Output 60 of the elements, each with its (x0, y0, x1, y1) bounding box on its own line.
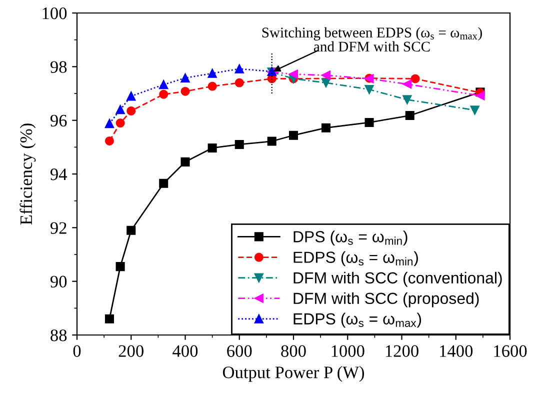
point (288, 70, 298, 79)
legend-label: DPS (ω$_{s}$ = ω$_{min}$) (294, 230, 408, 246)
point (104, 119, 114, 128)
point (364, 118, 374, 127)
y-tick-label: 92 (50, 222, 66, 234)
point (208, 82, 217, 91)
legend-label: DFM with SCC (conventional) (294, 272, 502, 287)
point (180, 86, 190, 96)
point (234, 64, 244, 74)
point (410, 74, 420, 84)
point (402, 80, 412, 89)
point (267, 136, 276, 146)
point (470, 106, 480, 115)
point (159, 178, 168, 188)
y-tick-label: 94 (50, 168, 68, 180)
annotation: Switching between EDPS (ω$_{s}$ = ω$_{max}$) (262, 27, 482, 40)
x-tick-label: 1200 (386, 345, 418, 357)
point (321, 78, 330, 88)
x-tick-label: 200 (118, 345, 144, 357)
point (476, 91, 485, 100)
point (321, 70, 330, 80)
point (288, 130, 298, 140)
point (104, 314, 114, 324)
point (364, 84, 374, 94)
point (234, 78, 244, 88)
point (180, 157, 190, 166)
y-tick-label: 100 (42, 7, 67, 20)
y-axis-title: Efficiency (%) (20, 124, 36, 225)
point (104, 136, 114, 146)
point (126, 92, 136, 101)
legend-label: DFM with SCC (proposed) (294, 292, 479, 308)
y-tick-label: 88 (50, 329, 67, 342)
point (180, 73, 190, 82)
point (208, 143, 217, 152)
x-tick-label: 1400 (440, 345, 473, 357)
x-tick-label: 400 (172, 345, 198, 357)
y-tick-label: 96 (50, 114, 67, 127)
x-axis-title: Output Power P (W) (222, 366, 364, 382)
x-tick-label: 1000 (332, 345, 364, 357)
point (159, 90, 168, 99)
legend-label: EDPS (ω$_{s}$ = ω$_{max}$) (294, 312, 422, 328)
x-tick-label: 800 (281, 345, 306, 357)
point (402, 95, 412, 104)
point (116, 105, 125, 114)
x-tick-label: 1600 (494, 345, 527, 357)
point (321, 123, 330, 132)
point (126, 106, 136, 116)
point (116, 262, 125, 272)
point (234, 140, 244, 149)
annotation: and DFM with SCC (314, 41, 430, 52)
point (116, 118, 125, 128)
y-tick-label: 98 (50, 61, 67, 73)
x-tick-label: 0 (73, 345, 81, 357)
y-tick-label: 90 (50, 276, 67, 288)
point (159, 80, 168, 90)
point (126, 226, 136, 235)
x-tick-label: 600 (227, 345, 252, 357)
point (405, 110, 414, 120)
point (208, 68, 217, 78)
legend-label: EDPS (ω$_{s}$ = ω$_{min}$) (294, 251, 418, 266)
